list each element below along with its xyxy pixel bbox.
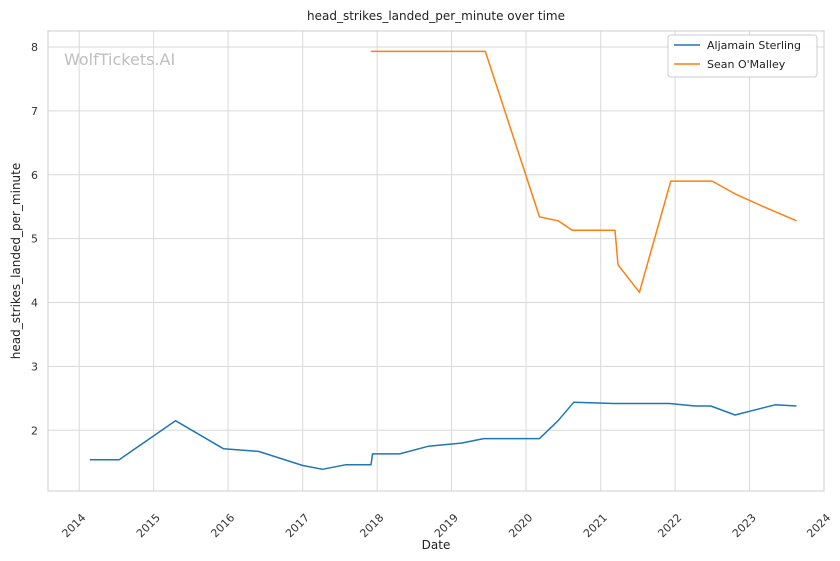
series-line-aljamain-sterling bbox=[89, 401, 797, 471]
chart-title: head_strikes_landed_per_minute over time bbox=[307, 9, 565, 23]
y-tick-label: 3 bbox=[31, 360, 38, 373]
y-tick-label: 5 bbox=[31, 233, 38, 246]
y-tick-label: 6 bbox=[31, 169, 38, 182]
y-axis-title: head_strikes_landed_per_minute bbox=[9, 163, 23, 360]
y-tick-label: 8 bbox=[31, 41, 38, 54]
y-tick-labels: 2 3 4 5 6 7 8 bbox=[31, 41, 38, 437]
legend-label-sean-omalley: Sean O'Malley bbox=[707, 58, 786, 71]
y-tick-label: 4 bbox=[31, 297, 38, 310]
legend-label-aljamain-sterling: Aljamain Sterling bbox=[707, 39, 801, 52]
series-lines bbox=[89, 50, 797, 471]
y-tick-label: 7 bbox=[31, 105, 38, 118]
series-line-sean-o-malley bbox=[370, 50, 797, 294]
legend: Aljamain Sterling Sean O'Malley bbox=[667, 34, 818, 78]
x-axis-title: Date bbox=[422, 538, 451, 552]
legend-frame bbox=[667, 34, 818, 78]
y-tick-label: 2 bbox=[31, 424, 38, 437]
watermark-text: WolfTickets.AI bbox=[64, 50, 175, 69]
plot-frame bbox=[47, 30, 825, 492]
